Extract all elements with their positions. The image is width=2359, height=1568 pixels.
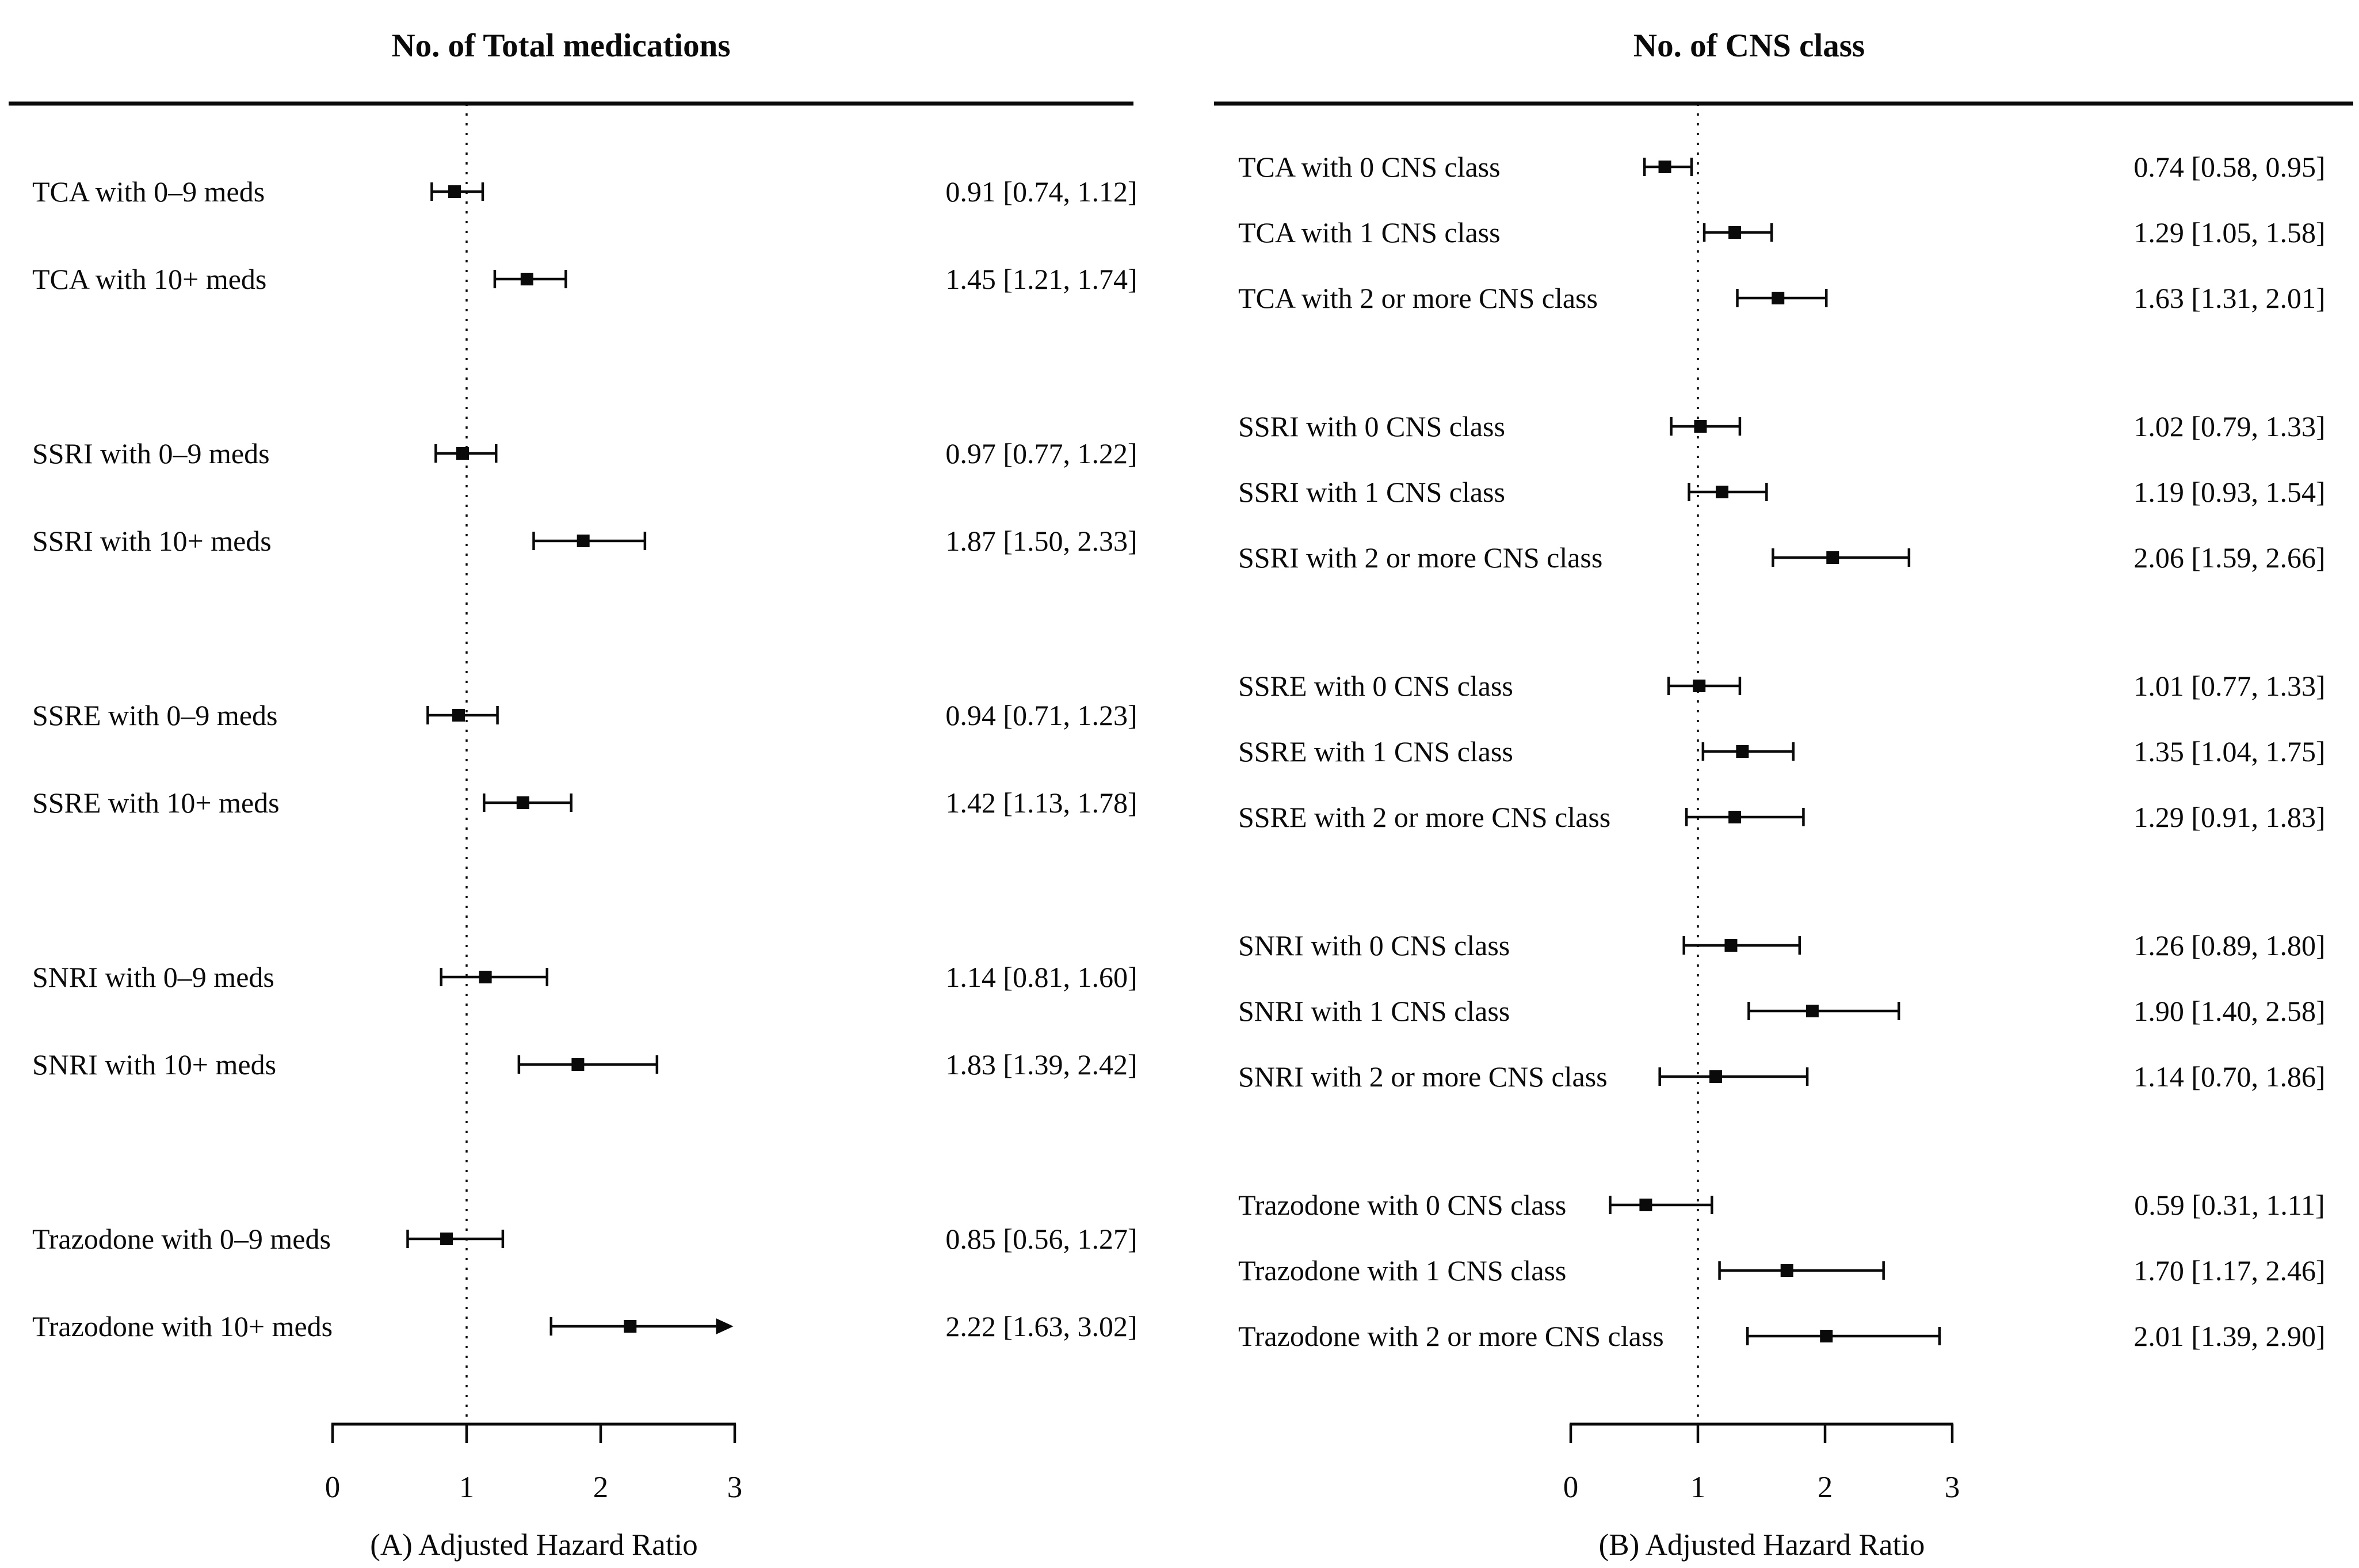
row-estimate-text: 1.19 [0.93, 1.54] (2133, 476, 2325, 508)
row-label: Trazodone with 1 CNS class (1238, 1254, 1566, 1287)
row-label: SSRE with 1 CNS class (1238, 735, 1513, 768)
row-estimate-text: 1.63 [1.31, 2.01] (2133, 282, 2325, 314)
row-estimate-text: 1.02 [0.79, 1.33] (2133, 410, 2325, 442)
estimate-marker (516, 796, 529, 809)
estimate-marker (624, 1320, 637, 1333)
estimate-marker (1639, 1199, 1652, 1211)
row-label: SNRI with 1 CNS class (1238, 995, 1510, 1027)
row-label: Trazodone with 2 or more CNS class (1238, 1320, 1664, 1352)
row-label: SSRI with 1 CNS class (1238, 476, 1505, 508)
row-label: SSRE with 10+ meds (32, 787, 280, 819)
panel-a-plot: TCA with 0–9 meds 0.91 [0.74, 1.12] TCA wi… (9, 101, 1137, 1504)
row-label: TCA with 2 or more CNS class (1238, 282, 1598, 314)
row-estimate-text: 1.87 [1.50, 2.33] (945, 525, 1137, 557)
row-estimate-text: 1.90 [1.40, 2.58] (2133, 995, 2325, 1027)
panel-b-axis-caption: (B) Adjusted Hazard Ratio (1599, 1528, 1925, 1562)
estimate-marker (1715, 486, 1728, 498)
estimate-marker (571, 1058, 585, 1071)
row-estimate-text: 1.83 [1.39, 2.42] (945, 1048, 1137, 1081)
row-label: SNRI with 10+ meds (32, 1048, 276, 1081)
row-label: SNRI with 2 or more CNS class (1238, 1060, 1608, 1093)
row-estimate-text: 0.59 [0.31, 1.11] (2134, 1189, 2324, 1221)
row-label: TCA with 0 CNS class (1238, 151, 1501, 183)
estimate-marker (1709, 1070, 1722, 1083)
row-estimate-text: 1.29 [1.05, 1.58] (2133, 216, 2325, 249)
axis-tick-label: 2 (593, 1471, 609, 1504)
axis-tick-label: 1 (459, 1471, 475, 1504)
row-estimate-text: 2.06 [1.59, 2.66] (2133, 541, 2325, 574)
row-estimate-text: 0.97 [0.77, 1.22] (945, 437, 1137, 470)
estimate-marker (577, 535, 590, 547)
estimate-marker (452, 709, 465, 722)
estimate-marker (1780, 1264, 1793, 1277)
axis-tick-label: 2 (1818, 1471, 1833, 1504)
axis-tick-label: 1 (1690, 1471, 1706, 1504)
panel-b-title: No. of CNS class (1633, 28, 1865, 64)
row-label: Trazodone with 10+ meds (32, 1310, 333, 1342)
row-label: SNRI with 0 CNS class (1238, 929, 1510, 962)
row-estimate-text: 1.14 [0.81, 1.60] (945, 961, 1137, 993)
row-label: SSRE with 2 or more CNS class (1238, 801, 1610, 833)
row-label: Trazodone with 0–9 meds (32, 1223, 331, 1255)
estimate-marker (448, 185, 461, 198)
row-estimate-text: 1.01 [0.77, 1.33] (2133, 670, 2325, 702)
row-estimate-text: 1.45 [1.21, 1.74] (945, 263, 1137, 295)
row-label: SSRE with 0 CNS class (1238, 670, 1513, 702)
row-label: TCA with 1 CNS class (1238, 216, 1501, 249)
panel-b-plot: TCA with 0 CNS class 0.74 [0.58, 0.95] TCA… (1214, 101, 2353, 1504)
row-estimate-text: 1.14 [0.70, 1.86] (2133, 1060, 2325, 1093)
row-label: SNRI with 0–9 meds (32, 961, 274, 993)
row-label: SSRI with 2 or more CNS class (1238, 541, 1602, 574)
axis-tick-label: 0 (325, 1471, 341, 1504)
row-label: TCA with 0–9 meds (32, 176, 265, 208)
estimate-marker (1820, 1330, 1833, 1342)
estimate-marker (440, 1233, 453, 1245)
estimate-marker (1693, 680, 1706, 692)
estimate-marker (1694, 420, 1707, 433)
row-estimate-text: 0.91 [0.74, 1.12] (945, 176, 1137, 208)
estimate-marker (1728, 226, 1742, 239)
estimate-marker (1772, 292, 1785, 304)
estimate-marker (1658, 161, 1671, 173)
axis-tick-label: 3 (727, 1471, 743, 1504)
panel-a-axis-caption: (A) Adjusted Hazard Ratio (370, 1528, 698, 1562)
row-estimate-text: 1.35 [1.04, 1.75] (2133, 735, 2325, 768)
estimate-marker (1728, 811, 1742, 823)
row-estimate-text: 1.42 [1.13, 1.78] (945, 787, 1137, 819)
row-label: SSRI with 10+ meds (32, 525, 272, 557)
row-estimate-text: 0.94 [0.71, 1.23] (945, 699, 1137, 731)
estimate-marker (1805, 1005, 1819, 1017)
row-label: SSRE with 0–9 meds (32, 699, 277, 731)
row-label: SSRI with 0–9 meds (32, 437, 270, 470)
row-estimate-text: 1.29 [0.91, 1.83] (2133, 801, 2325, 833)
estimate-marker (520, 273, 533, 285)
estimate-marker (1736, 745, 1749, 758)
row-label: Trazodone with 0 CNS class (1238, 1189, 1566, 1221)
row-label: SSRI with 0 CNS class (1238, 410, 1505, 442)
row-estimate-text: 1.70 [1.17, 2.46] (2133, 1254, 2325, 1287)
estimate-marker (1724, 939, 1738, 952)
estimate-marker (1826, 551, 1839, 564)
row-estimate-text: 0.74 [0.58, 0.95] (2133, 151, 2325, 183)
axis-tick-label: 0 (1563, 1471, 1579, 1504)
row-estimate-text: 2.01 [1.39, 2.90] (2133, 1320, 2325, 1352)
row-label: TCA with 10+ meds (32, 263, 266, 295)
axis-tick-label: 3 (1945, 1471, 1960, 1504)
estimate-marker (479, 971, 492, 983)
panel-a-title: No. of Total medications (391, 28, 730, 64)
row-estimate-text: 2.22 [1.63, 3.02] (945, 1310, 1137, 1342)
estimate-marker (456, 447, 469, 460)
row-estimate-text: 0.85 [0.56, 1.27] (945, 1223, 1137, 1255)
ci-arrow-head (716, 1318, 734, 1334)
row-estimate-text: 1.26 [0.89, 1.80] (2133, 929, 2325, 962)
